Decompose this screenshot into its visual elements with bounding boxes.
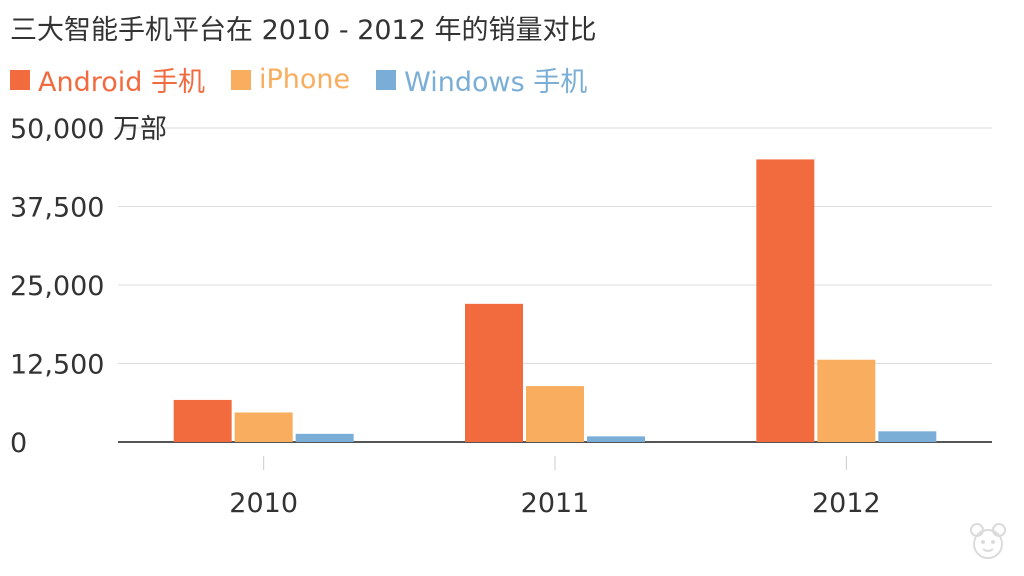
- watermark-logo-icon: [970, 523, 1006, 559]
- bar-android-2010: [173, 399, 232, 442]
- legend-swatch-windows: [376, 69, 397, 90]
- y-tick-label: 12,500: [10, 350, 104, 381]
- y-tick-label: 37,500: [10, 193, 104, 224]
- y-tick-label: 50,000 万部: [10, 114, 167, 145]
- legend-label-iphone: iPhone: [258, 64, 351, 95]
- y-tick-label: 25,000: [10, 271, 104, 302]
- legend: Android 手机 iPhone Windows 手机: [10, 60, 613, 99]
- bar-windows-2010: [295, 433, 354, 442]
- bar-windows-2012: [878, 431, 937, 442]
- bar-iphone-2011: [526, 386, 584, 442]
- legend-swatch-iphone: [230, 69, 251, 90]
- legend-item-android: Android 手机: [10, 60, 205, 99]
- x-tick-label: 2010: [229, 488, 298, 519]
- bar-iphone-2012: [817, 359, 876, 442]
- chart-title: 三大智能手机平台在 2010 - 2012 年的销量对比: [10, 15, 597, 46]
- legend-label-android: Android 手机: [38, 67, 205, 98]
- x-tick-label: 2011: [521, 488, 590, 519]
- legend-item-windows: Windows 手机: [376, 60, 587, 99]
- legend-item-iphone: iPhone: [230, 64, 351, 95]
- bar-iphone-2010: [234, 412, 293, 442]
- legend-label-windows: Windows 手机: [404, 67, 588, 98]
- bar-android-2012: [756, 159, 815, 442]
- legend-swatch-android: [10, 69, 30, 90]
- y-tick-label: 0: [10, 428, 27, 459]
- x-tick-label: 2012: [812, 488, 881, 519]
- bar-windows-2011: [587, 436, 645, 442]
- bar-android-2011: [465, 303, 523, 442]
